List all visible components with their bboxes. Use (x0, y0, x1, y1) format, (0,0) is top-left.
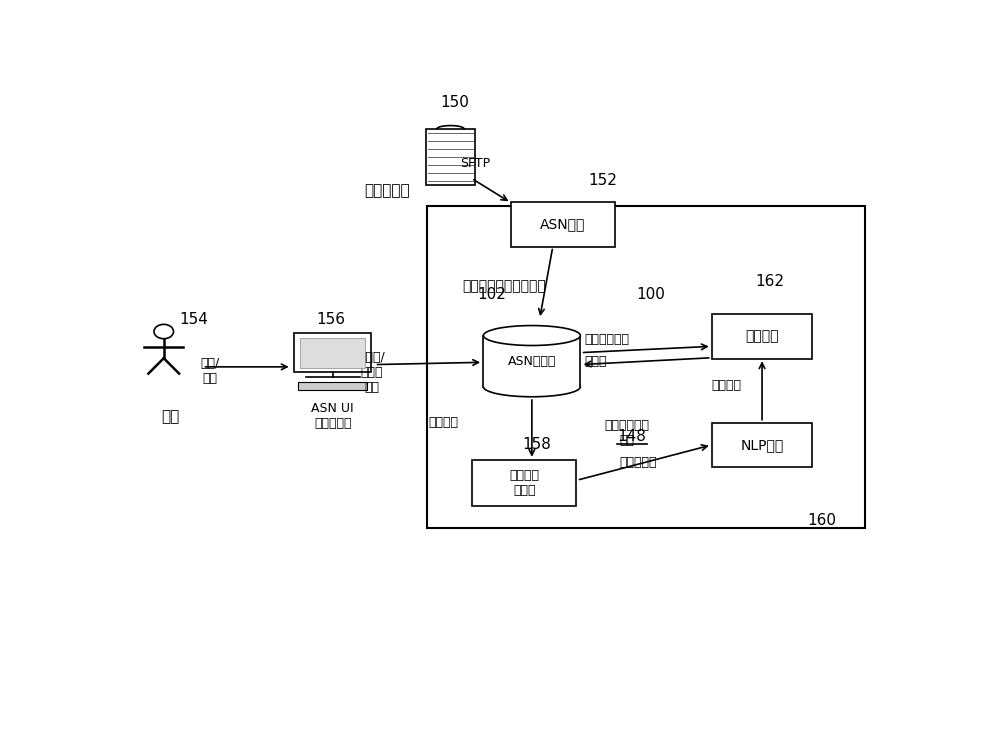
Text: 标记的文本: 标记的文本 (619, 456, 657, 469)
Bar (427, 206, 865, 528)
Text: 自由文本数据: 自由文本数据 (585, 333, 630, 346)
Text: 规则执行: 规则执行 (745, 329, 779, 343)
Text: 统计模型: 统计模型 (711, 379, 741, 392)
Text: ASN数据库: ASN数据库 (508, 354, 556, 368)
Text: 机器学习训练
循环: 机器学习训练 循环 (605, 420, 650, 447)
Bar (298, 383, 367, 391)
Text: 156: 156 (316, 312, 345, 327)
Text: 新标记/
校正的
标记: 新标记/ 校正的 标记 (358, 351, 385, 394)
Text: 现有标记: 现有标记 (428, 416, 458, 429)
Text: 100: 100 (637, 287, 665, 302)
Text: 用户: 用户 (161, 408, 179, 424)
Bar (472, 460, 576, 506)
Text: 154: 154 (179, 312, 208, 327)
Bar (483, 335, 580, 387)
Text: 150: 150 (440, 95, 469, 110)
Text: ASN UI
标记小组件: ASN UI 标记小组件 (311, 403, 354, 430)
Text: 提取训练
数据组: 提取训练 数据组 (509, 469, 539, 497)
Bar (300, 338, 365, 368)
Bar (712, 423, 812, 467)
Text: 102: 102 (477, 287, 506, 302)
Bar (426, 129, 475, 186)
Text: ASN解码: ASN解码 (540, 218, 586, 232)
Ellipse shape (483, 377, 580, 397)
Text: NLP模型: NLP模型 (740, 438, 784, 452)
Bar (511, 202, 615, 246)
Bar (712, 314, 812, 359)
Text: 158: 158 (523, 437, 551, 452)
Text: 152: 152 (588, 173, 617, 188)
Circle shape (154, 324, 174, 339)
Text: 标记/
校正: 标记/ 校正 (201, 357, 220, 385)
Text: 客户端系统: 客户端系统 (364, 184, 410, 198)
Bar (294, 334, 371, 372)
Text: SFTP: SFTP (460, 158, 490, 170)
Text: 148: 148 (617, 429, 646, 444)
Text: 162: 162 (755, 275, 784, 289)
Text: 新标记: 新标记 (585, 355, 607, 368)
Ellipse shape (483, 326, 580, 346)
Text: 160: 160 (807, 513, 836, 528)
Text: 带自由文本的数据实体: 带自由文本的数据实体 (462, 280, 546, 293)
